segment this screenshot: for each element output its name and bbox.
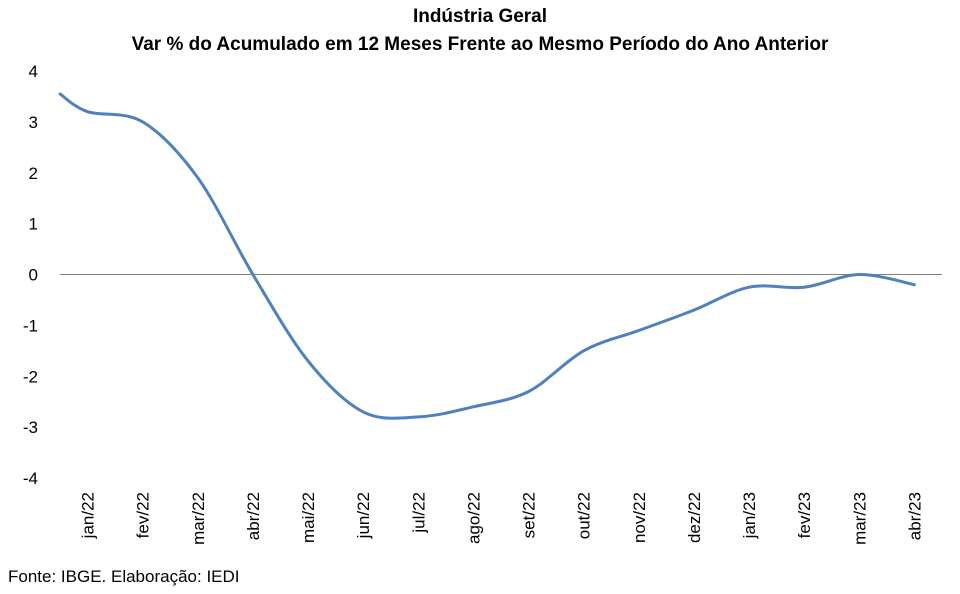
data-point [251, 273, 255, 277]
data-point [527, 390, 531, 394]
y-tick-label: -2 [23, 367, 38, 386]
x-tick-label: abr/23 [905, 492, 924, 540]
data-point [582, 349, 586, 353]
y-tick-label: -1 [23, 316, 38, 335]
chart-title: Indústria Geral [412, 6, 548, 27]
x-tick-label: nov/22 [630, 492, 649, 543]
x-tick-label: set/22 [520, 492, 539, 538]
x-tick-label: fev/22 [134, 492, 153, 538]
x-tick-label: dez/22 [685, 492, 704, 543]
y-tick-label: 3 [29, 113, 38, 132]
data-point [306, 359, 310, 363]
data-point [361, 410, 365, 414]
x-tick-label: out/22 [575, 492, 594, 539]
x-tick-label: fev/23 [795, 492, 814, 538]
x-tick-label: jun/22 [354, 492, 373, 539]
y-tick-label: -3 [23, 418, 38, 437]
y-tick-label: 2 [29, 164, 38, 183]
y-tick-label: 0 [29, 266, 38, 285]
x-tick-label: ago/22 [464, 492, 483, 544]
x-tick-label: jul/22 [409, 492, 428, 534]
data-point [141, 120, 145, 124]
data-point [857, 273, 861, 277]
data-point [692, 308, 696, 312]
data-point [416, 415, 420, 419]
x-tick-label: mai/22 [299, 492, 318, 543]
data-point [86, 110, 90, 114]
x-tick-label: abr/22 [244, 492, 263, 540]
data-point [471, 405, 475, 409]
y-tick-label: 4 [29, 62, 38, 81]
source-note: Fonte: IBGE. Elaboração: IEDI [8, 567, 240, 586]
series-line [58, 92, 916, 420]
x-tick-label: mar/23 [850, 492, 869, 545]
data-point [637, 328, 641, 332]
data-point [802, 285, 806, 289]
data-point [196, 176, 200, 180]
chart-subtitle: Var % do Acumulado em 12 Meses Frente ao… [131, 34, 829, 55]
x-tick-label: jan/23 [740, 492, 759, 539]
x-tick-label: jan/22 [79, 492, 98, 539]
data-point [912, 283, 916, 287]
y-tick-label: -4 [23, 469, 38, 488]
y-tick-label: 1 [29, 215, 38, 234]
data-point [747, 285, 751, 289]
x-tick-label: mar/22 [189, 492, 208, 545]
